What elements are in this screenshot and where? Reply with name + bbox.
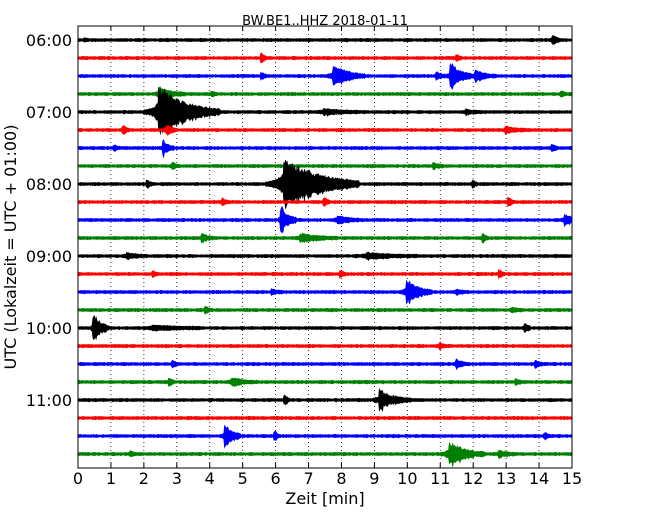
trace-waveform (77, 306, 573, 315)
x-tick-label: 13 (496, 469, 516, 488)
y-tick-label: 09:00 (26, 247, 72, 266)
trace-row (77, 35, 573, 46)
trace-row (77, 251, 573, 262)
trace-row (77, 52, 573, 64)
trace-waveform (77, 232, 573, 244)
trace-waveform (77, 139, 573, 158)
trace-waveform (77, 161, 573, 171)
trace-row (77, 424, 573, 449)
x-tick-label: 12 (463, 469, 483, 488)
trace-waveform (77, 52, 573, 64)
x-tick-label: 2 (139, 469, 149, 488)
trace-row (77, 341, 573, 351)
trace-row (77, 196, 573, 208)
x-tick-label: 1 (106, 469, 116, 488)
trace-row (77, 268, 573, 280)
trace-waveform (77, 205, 573, 234)
trace-waveform (77, 268, 573, 280)
trace-waveform (77, 358, 573, 371)
y-axis-label: UTC (Lokalzeit = UTC + 01:00) (1, 125, 20, 370)
trace-waveform (77, 377, 573, 388)
trace-row (77, 358, 573, 371)
y-tick-label: 08:00 (26, 175, 72, 194)
trace-waveform (77, 424, 573, 449)
x-tick-label: 7 (303, 469, 313, 488)
x-tick-label: 3 (172, 469, 182, 488)
plot-frame (77, 25, 573, 469)
trace-row (77, 441, 573, 467)
trace-waveform (77, 35, 573, 46)
x-tick-label: 14 (529, 469, 549, 488)
trace-row (77, 205, 573, 234)
x-tick-label: 9 (369, 469, 379, 488)
trace-waveform (77, 124, 573, 136)
x-tick-label: 6 (271, 469, 281, 488)
x-axis-label: Zeit [min] (285, 489, 364, 508)
x-axis: 0 1 2 3 4 5 6 7 8 9 10 11 12 13 14 15 (73, 26, 582, 488)
trace-row (77, 124, 573, 136)
trace-row (77, 306, 573, 315)
trace-waveform (77, 63, 573, 90)
trace-row (77, 280, 573, 305)
y-tick-label: 10:00 (26, 319, 72, 338)
trace-row (77, 415, 573, 421)
trace-group (77, 35, 573, 467)
x-tick-label: 0 (73, 469, 83, 488)
x-tick-label: 15 (562, 469, 582, 488)
y-axis: 06:00 07:00 08:00 09:00 10:00 11:00 (26, 31, 572, 410)
trace-waveform (77, 86, 573, 103)
trace-row (77, 377, 573, 388)
trace-waveform (77, 441, 573, 467)
y-tick-label: 06:00 (26, 31, 72, 50)
grid-lines (110, 26, 540, 468)
trace-waveform (77, 415, 573, 421)
chart-title: BW.BE1..HHZ 2018-01-11 (242, 14, 408, 29)
x-tick-label: 4 (205, 469, 215, 488)
trace-row (77, 315, 573, 341)
trace-row (77, 86, 573, 103)
x-tick-label: 11 (430, 469, 450, 488)
trace-waveform (77, 280, 573, 305)
trace-row (77, 139, 573, 158)
x-tick-label: 8 (336, 469, 346, 488)
y-tick-label: 07:00 (26, 103, 72, 122)
trace-row (77, 63, 573, 90)
trace-waveform (77, 341, 573, 351)
trace-waveform (77, 387, 573, 412)
trace-row (77, 232, 573, 244)
trace-row (77, 387, 573, 412)
x-tick-label: 10 (397, 469, 417, 488)
trace-waveform (77, 251, 573, 262)
trace-waveform (77, 315, 573, 341)
trace-waveform (77, 196, 573, 208)
x-tick-label: 5 (238, 469, 248, 488)
trace-row (77, 161, 573, 171)
y-tick-label: 11:00 (26, 391, 72, 410)
